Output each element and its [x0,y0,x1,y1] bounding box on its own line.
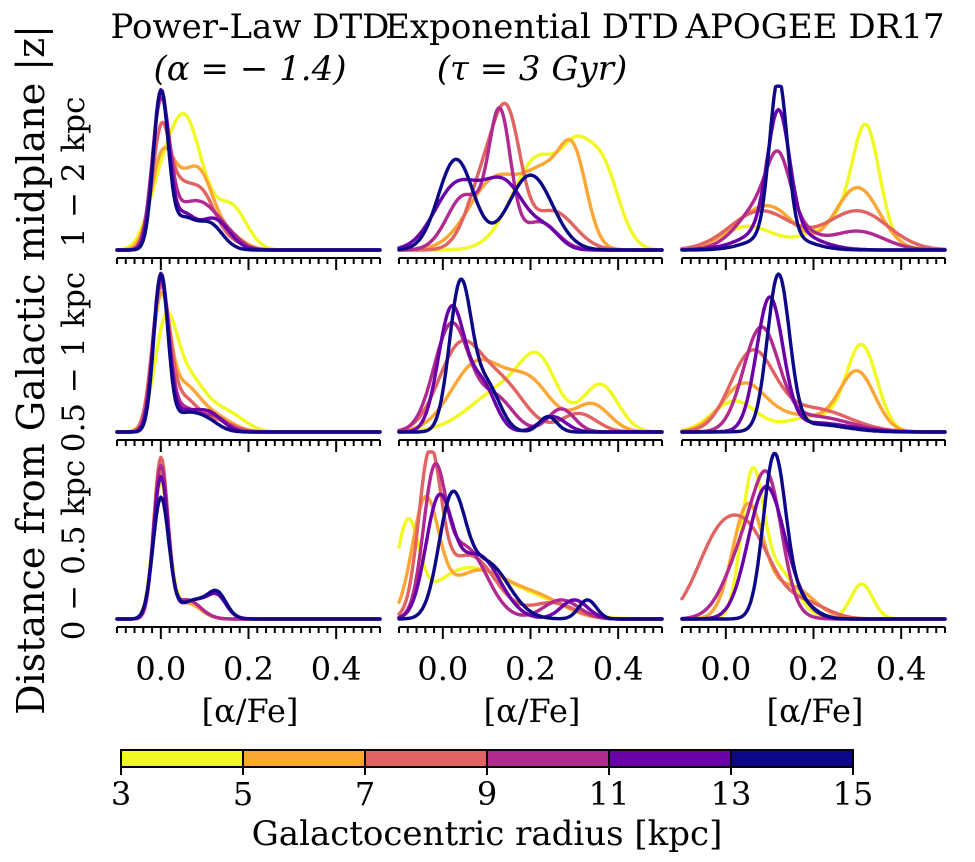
colorbar-segment-5-7 [242,749,366,768]
panel-r2-c3 [680,272,947,452]
col-title-apogee: APOGEE DR17 [684,7,944,47]
colorbar-label: Galactocentric radius [kpc] [252,814,723,854]
density-line-5-7kpc [397,494,664,621]
density-line-9-11kpc [680,149,947,252]
density-line-3-5kpc [115,311,382,434]
density-line-13-15kpc [115,495,382,621]
colorbar-tick-label: 5 [233,775,253,813]
panel-r1-c2 [397,101,664,270]
density-line-7-9kpc [680,348,947,434]
panel-r3-c2: 0.0 0.2 0.4 [397,450,664,688]
colorbar-segment-7-9 [364,749,488,768]
density-line-13-15kpc [680,272,947,434]
colorbar-segment-13-15 [730,749,854,768]
x-tick-label: 0.4 [876,650,927,688]
density-line-9-11kpc [680,325,947,434]
colorbar-segment-3-5 [120,749,244,768]
density-line-13-15kpc [397,489,664,621]
density-line-7-9kpc [680,513,947,621]
panel-r1-c3 [680,84,947,270]
x-tick-label: 0.0 [135,650,186,688]
density-line-13-15kpc [397,277,664,434]
x-axis-label-col1: [α/Fe] [202,692,299,730]
panel-grid: 0.0 0.2 0.4 0.0 0.2 0.4 0.0 0.2 0.4 [115,84,947,688]
row-label-1-2kpc: 1 − 2 kpc [56,97,92,248]
colorbar-tick-label: 7 [355,775,375,813]
x-tick-label: 0.4 [593,650,644,688]
density-line-3-5kpc [397,134,664,252]
density-line-7-9kpc [115,120,382,252]
colorbar-tick-label: 15 [833,775,874,813]
density-line-5-7kpc [115,146,382,252]
colorbar-segment-11-13 [608,749,732,768]
y-axis-label: Distance from Galactic midplane |z| [9,25,53,715]
x-tick-label: 0.2 [223,650,274,688]
density-line-13-15kpc [397,157,664,252]
density-line-13-15kpc [680,451,947,621]
colorbar: 3 5 7 9 11 13 15 [111,749,874,813]
colorbar-tick-label: 9 [477,775,497,813]
density-line-9-11kpc [397,106,664,252]
colorbar-tick-label: 13 [711,775,752,813]
x-tick-label: 0.0 [417,650,468,688]
density-line-11-13kpc [115,474,382,621]
density-line-13-15kpc [115,88,382,252]
density-line-3-5kpc [397,350,664,434]
density-line-7-9kpc [680,209,947,251]
row-label-0-05kpc: 0 − 0.5 kpc [56,460,92,641]
x-axis-label-col3: [α/Fe] [767,692,864,730]
density-line-3-5kpc [680,342,947,434]
panel-r3-c1: 0.0 0.2 0.4 [115,455,382,688]
density-line-5-7kpc [397,357,664,434]
panel-r2-c2 [397,277,664,452]
col-title-exponential-line2: (τ = 3 Gyr) [437,49,628,89]
x-axis-label-col2: [α/Fe] [484,692,581,730]
x-tick-label: 0.2 [788,650,839,688]
col-title-exponential-line1: Exponential DTD [385,7,679,47]
density-line-13-15kpc [680,84,947,252]
panel-r1-c1 [115,88,382,270]
col-title-powerlaw-line2: (α = − 1.4) [154,49,347,89]
density-line-13-15kpc [115,272,382,434]
row-label-05-1kpc: 0.5 − 1 kpc [56,272,92,453]
density-line-11-13kpc [680,295,947,434]
colorbar-tick-label: 11 [589,775,630,813]
density-line-11-13kpc [397,492,664,621]
colorbar-tick-label: 3 [111,775,131,813]
x-tick-label: 0.2 [505,650,556,688]
colorbar-segment-9-11 [486,749,610,768]
x-tick-label: 0.4 [311,650,362,688]
col-title-powerlaw-line1: Power-Law DTD [111,7,390,47]
panel-r2-c1 [115,271,382,452]
panel-r3-c3: 0.0 0.2 0.4 [680,451,947,688]
x-tick-label: 0.0 [700,650,751,688]
